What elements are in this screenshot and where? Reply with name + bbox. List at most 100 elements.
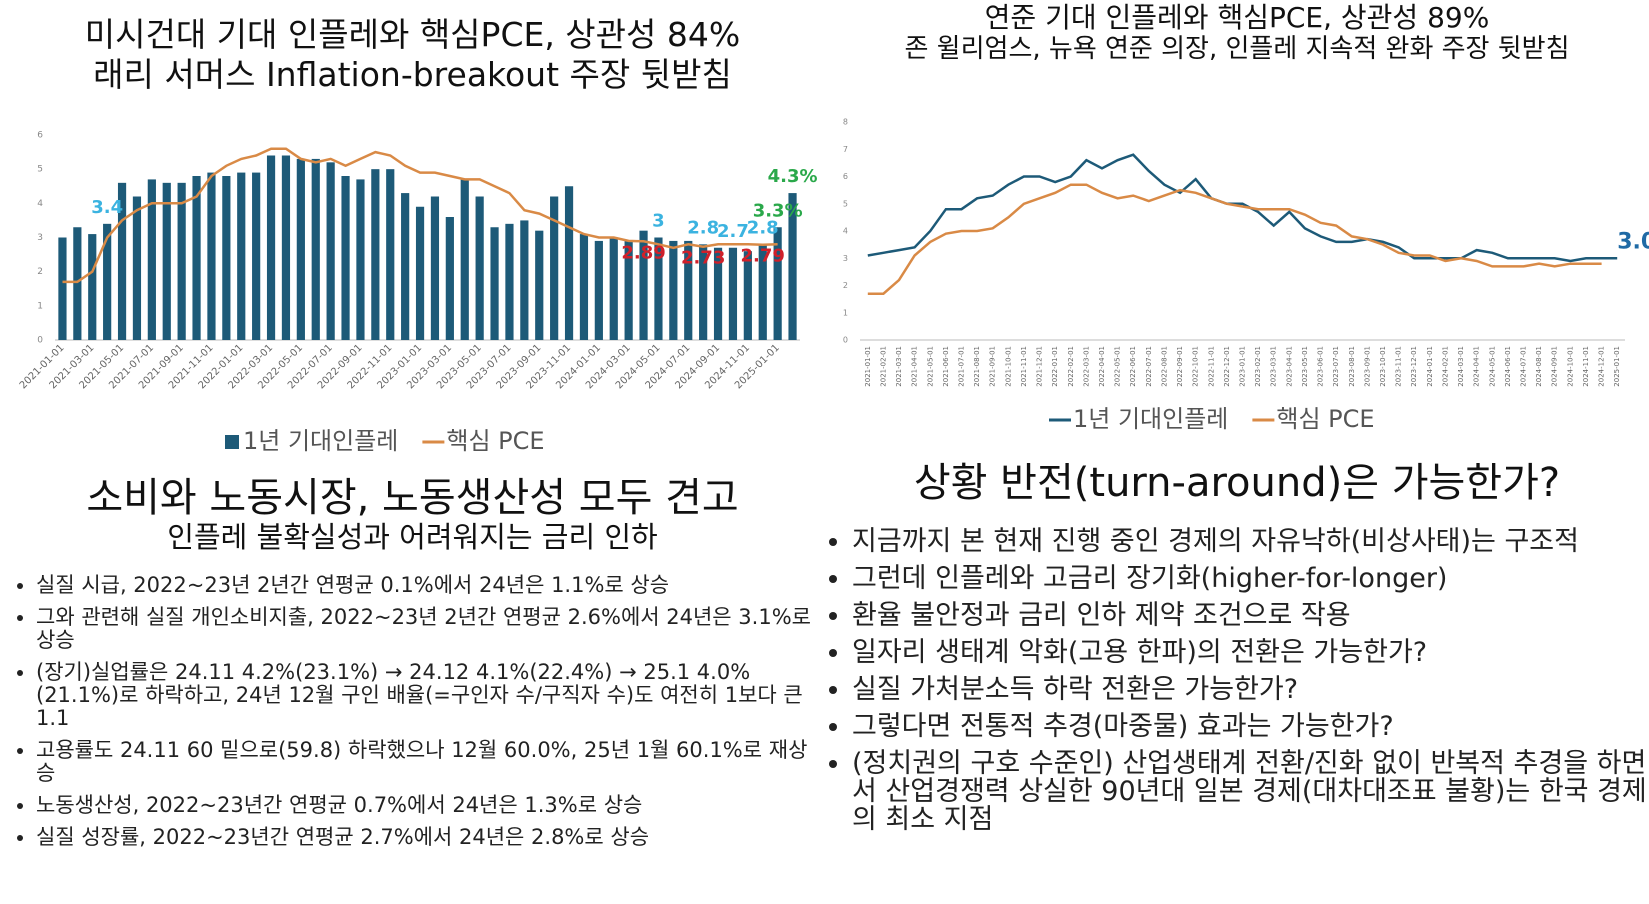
x-tick-label: 2022-04-01 xyxy=(1098,346,1106,387)
value-label: 4.3% xyxy=(768,166,818,187)
line xyxy=(867,183,1602,295)
bullet: (정치권의 구호 수준인) 산업생태계 전환/진화 없이 반복적 추경을 하면서… xyxy=(852,750,1649,834)
bar xyxy=(430,196,440,340)
x-tick-label: 2023-06-01 xyxy=(1317,346,1325,387)
bar xyxy=(88,234,97,340)
x-tick-label: 2022-08-01 xyxy=(1160,346,1168,387)
x-tick-label: 2021-03-01 xyxy=(895,346,903,387)
value-label: 3.0% xyxy=(1617,229,1649,254)
y-tick-label: 3 xyxy=(37,233,43,243)
x-tick-label: 2022-09-01 xyxy=(1176,346,1184,387)
x-tick-label: 2022-03-01 xyxy=(1082,346,1090,387)
bar xyxy=(758,244,767,340)
x-tick-label: 2021-07-01 xyxy=(957,346,965,387)
x-tick-label: 2024-11-01 xyxy=(1582,346,1590,387)
y-tick-label: 8 xyxy=(843,118,848,127)
bar xyxy=(579,234,589,340)
y-tick-label: 5 xyxy=(37,165,43,175)
bar xyxy=(192,176,201,340)
bar xyxy=(103,223,112,340)
x-tick-label: 2021-10-01 xyxy=(1004,346,1012,387)
value-label: 2.89 xyxy=(621,242,665,263)
bar xyxy=(609,237,618,340)
line xyxy=(62,147,778,284)
x-tick-label: 2022-02-01 xyxy=(1067,346,1075,387)
bullet: 환율 불안정과 금리 인하 제약 조건으로 작용 xyxy=(852,602,1649,630)
x-tick-label: 2025-01-01 xyxy=(1613,346,1621,387)
bar xyxy=(371,169,380,340)
x-tick-label: 2022-11-01 xyxy=(1207,346,1215,387)
y-tick-label: 7 xyxy=(843,145,848,154)
x-tick-label: 2021-12-01 xyxy=(1036,346,1044,387)
bar xyxy=(624,240,633,340)
x-tick-label: 2023-10-01 xyxy=(1379,346,1387,387)
line xyxy=(867,153,1618,263)
bar xyxy=(266,155,276,340)
bar xyxy=(73,227,82,340)
bar xyxy=(445,217,454,340)
bar xyxy=(550,196,559,340)
section-subheading: 인플레 불확실성과 어려워지는 금리 인하 xyxy=(167,520,658,554)
legend-label: 핵심 PCE xyxy=(446,427,544,455)
value-label: 2.79 xyxy=(741,246,785,267)
bar xyxy=(728,247,738,340)
value-label: 2.8 xyxy=(687,217,719,238)
bar xyxy=(699,244,708,340)
y-tick-label: 5 xyxy=(843,199,848,208)
x-tick-label: 2021-06-01 xyxy=(942,346,950,387)
legend-label: 핵심 PCE xyxy=(1276,405,1374,433)
x-tick-label: 2022-07-01 xyxy=(1145,346,1153,387)
chart-subtitle: 래리 서머스 Inflation-breakout 주장 뒷받침 xyxy=(93,55,732,94)
section-heading: 상황 반전(turn-around)은 가능한가? xyxy=(913,460,1561,506)
bullet-list: 실질 시급, 2022~23년 2년간 연평균 0.1%에서 24년은 1.1%… xyxy=(14,574,816,858)
section-heading: 소비와 노동시장, 노동생산성 모두 견고 xyxy=(86,475,739,521)
x-tick-label: 2023-08-01 xyxy=(1348,346,1356,387)
y-tick-label: 3 xyxy=(843,254,848,263)
y-tick-label: 6 xyxy=(843,172,848,181)
bar xyxy=(669,240,678,340)
bullet: 일자리 생태계 악화(고용 한파)의 전환은 가능한가? xyxy=(852,639,1649,667)
y-tick-label: 0 xyxy=(843,336,848,345)
value-label: 3 xyxy=(652,211,665,232)
bar xyxy=(594,240,603,340)
chart-subtitle: 존 윌리엄스, 뉴욕 연준 의장, 인플레 지속적 완화 주장 뒷받침 xyxy=(904,34,1570,64)
bar xyxy=(654,237,663,340)
x-tick-label: 2022-01-01 xyxy=(1051,346,1059,387)
bar xyxy=(237,172,246,340)
bullet: 그와 관련해 실질 개인소비지출, 2022~23년 2년간 연평균 2.6%에… xyxy=(36,606,816,652)
x-tick-label: 2021-11-01 xyxy=(1020,346,1028,387)
x-tick-label: 2023-03-01 xyxy=(1270,346,1278,387)
value-label: 2.73 xyxy=(681,248,725,269)
y-tick-label: 2 xyxy=(843,281,848,290)
bullet-list: 지금까지 본 현재 진행 중인 경제의 자유낙하(비상사태)는 구조적그런데 인… xyxy=(830,528,1649,843)
value-label: 2.7 xyxy=(717,221,749,242)
x-tick-label: 2023-02-01 xyxy=(1254,346,1262,387)
y-tick-label: 2 xyxy=(37,267,43,277)
y-tick-label: 4 xyxy=(37,199,43,209)
x-tick-label: 2024-05-01 xyxy=(1488,346,1496,387)
y-tick-label: 6 xyxy=(37,131,43,141)
bar xyxy=(490,227,499,340)
y-tick-label: 0 xyxy=(37,336,43,346)
x-tick-label: 2021-09-01 xyxy=(989,346,997,387)
bar xyxy=(401,193,410,340)
x-tick-label: 2023-11-01 xyxy=(1395,346,1403,387)
bullet: (장기)실업률은 24.11 4.2%(23.1%) → 24.12 4.1%(… xyxy=(36,661,816,730)
bar xyxy=(207,172,216,340)
y-tick-label: 4 xyxy=(843,227,848,236)
bar xyxy=(58,237,67,340)
x-tick-label: 2022-12-01 xyxy=(1223,346,1231,387)
value-label: 3.4 xyxy=(91,197,123,218)
bar xyxy=(326,162,335,340)
x-tick-label: 2024-09-01 xyxy=(1551,346,1559,387)
x-tick-label: 2023-01-01 xyxy=(1239,346,1247,387)
x-tick-label: 2024-08-01 xyxy=(1535,346,1543,387)
x-tick-label: 2022-10-01 xyxy=(1192,346,1200,387)
bar xyxy=(386,169,395,340)
x-tick-label: 2021-01-01 xyxy=(864,346,872,387)
bar xyxy=(311,158,320,340)
bar xyxy=(162,182,171,340)
x-tick-label: 2022-06-01 xyxy=(1129,346,1137,387)
